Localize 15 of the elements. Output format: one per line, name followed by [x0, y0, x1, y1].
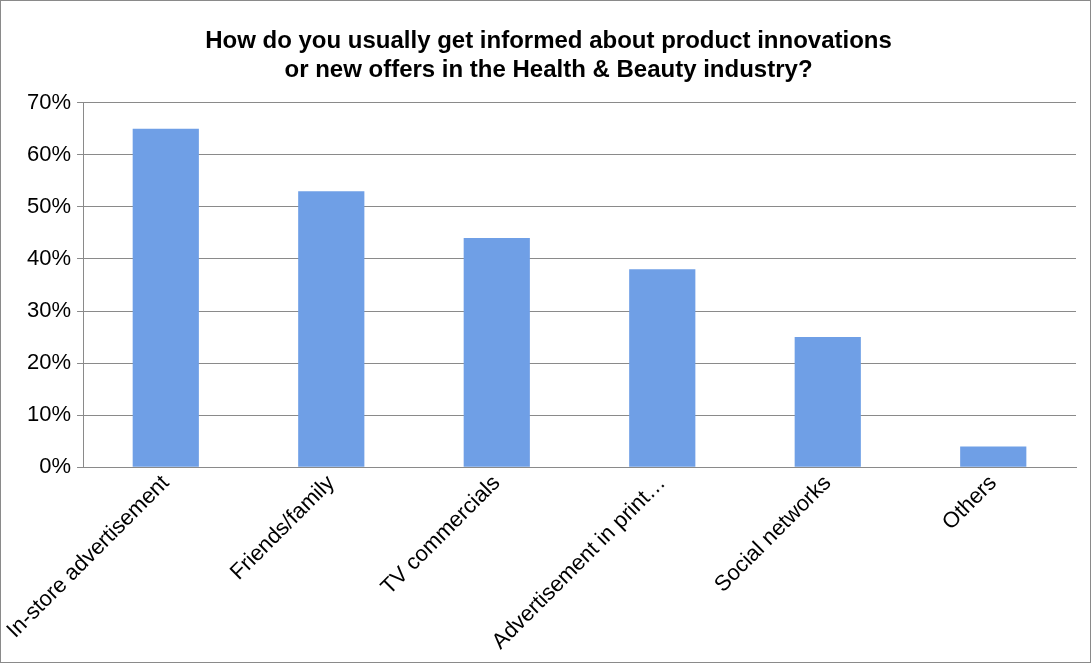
y-tick-label: 30% — [26, 297, 72, 323]
y-tick-label: 20% — [26, 349, 72, 375]
bar — [132, 128, 199, 467]
chart-title: How do you usually get informed about product innovations or new offers in the Health & Beauty industry? — [205, 26, 892, 82]
y-tick-label: 60% — [26, 140, 72, 166]
bar — [463, 238, 530, 467]
y-tick-label: 10% — [26, 401, 72, 427]
bar — [629, 269, 696, 467]
bar — [794, 337, 861, 467]
y-tick-label: 40% — [26, 244, 72, 270]
bar — [960, 446, 1027, 467]
bar — [298, 191, 365, 467]
y-tick-label: 70% — [26, 88, 72, 114]
y-tick-label: 0% — [39, 453, 72, 479]
y-tick-label: 50% — [26, 192, 72, 218]
